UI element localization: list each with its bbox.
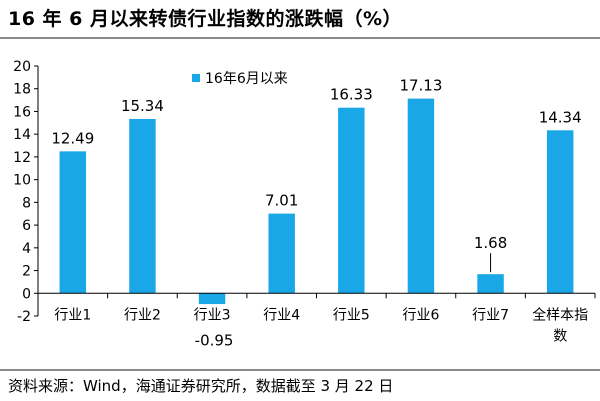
x-tick-label: 行业6	[402, 307, 439, 323]
y-tick-label: 16	[13, 104, 31, 120]
x-tick-label: 行业2	[124, 307, 161, 323]
bar	[338, 107, 365, 294]
legend: 16年6月以来	[192, 71, 288, 87]
x-tick-label: 全样本指	[532, 306, 588, 323]
chart-title: 16 年 6 月以来转债行业指数的涨跌幅（%）	[8, 8, 403, 30]
source-divider	[0, 369, 600, 371]
title-divider	[0, 37, 600, 39]
bar	[198, 293, 226, 305]
y-tick-label: 18	[13, 82, 31, 98]
x-tick-group	[37, 293, 596, 299]
data-label: 12.49	[51, 129, 94, 147]
y-tick-label: 14	[13, 127, 31, 143]
x-tick-label: 行业3	[194, 307, 231, 323]
y-tick-label: 2	[22, 264, 31, 280]
bar	[477, 274, 504, 294]
x-tick-label: 行业1	[54, 307, 91, 323]
data-label: -0.95	[195, 331, 234, 349]
y-tick-label: 8	[22, 195, 31, 211]
data-label: 15.34	[121, 97, 164, 115]
data-label: 7.01	[265, 192, 298, 210]
bar-group	[59, 98, 574, 305]
data-label: 1.68	[474, 234, 507, 252]
data-label: 16.33	[330, 86, 373, 104]
x-tick-label: 行业4	[263, 307, 300, 323]
y-tick-label: 10	[13, 173, 31, 189]
value-label-group: 12.49 15.34 -0.95 7.01 16.33 17.13 1.68 14.34	[51, 77, 581, 350]
bar	[546, 130, 574, 294]
source-note: 资料来源：Wind，海通证券研究所，数据截至 3 月 22 日	[8, 377, 394, 395]
y-axis: -2 0 2 4 6 8 10 12 14 16 18 20	[13, 59, 39, 325]
y-tick-label: 20	[13, 59, 31, 75]
y-tick-label: -2	[17, 309, 31, 325]
x-tick-label: 行业5	[333, 307, 370, 323]
x-tick-label: 行业7	[472, 307, 509, 323]
bar	[129, 118, 156, 294]
data-label: 17.13	[399, 77, 442, 95]
x-tick-label: 数	[553, 328, 567, 344]
y-tick-label: 4	[22, 241, 31, 257]
legend-label: 16年6月以来	[205, 71, 288, 87]
y-tick-label: 0	[22, 286, 31, 302]
bar	[268, 213, 295, 294]
bar	[407, 98, 435, 294]
legend-swatch	[192, 74, 200, 82]
y-tick-label: 6	[22, 218, 31, 234]
bar	[59, 151, 87, 294]
data-label: 14.34	[539, 108, 582, 126]
y-tick-group: -2 0 2 4 6 8 10 12 14 16 18 20	[13, 59, 38, 325]
y-tick-label: 12	[13, 150, 31, 166]
